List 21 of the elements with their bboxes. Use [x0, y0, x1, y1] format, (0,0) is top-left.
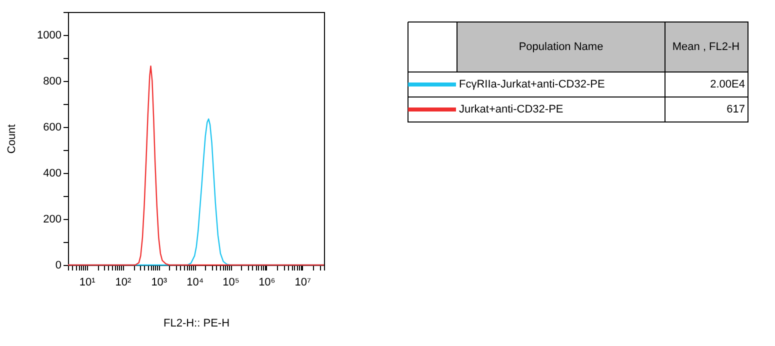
y-tick-label: 200	[43, 214, 62, 226]
legend-label: FcγRIIa-Jurkat+anti-CD32-PE	[459, 78, 605, 90]
y-tick-label: 800	[43, 76, 62, 88]
y-tick-label: 1000	[37, 30, 62, 42]
x-tick-label: 10⁷	[294, 276, 311, 288]
y-axis-title: Count	[6, 124, 18, 154]
x-tick-label: 10⁴	[186, 276, 204, 288]
y-tick-label: 0	[55, 260, 62, 272]
x-tick-label: 10⁶	[258, 276, 276, 288]
text: Mean , FL2-H	[672, 41, 740, 53]
legend-title: Population Name	[518, 41, 604, 53]
x-tick-label: 10⁵	[222, 276, 240, 288]
y-tick-label: 600	[43, 122, 62, 134]
text: 2.00E4	[710, 78, 745, 90]
legend-label: Jurkat+anti-CD32-PE	[459, 104, 564, 116]
text: 617	[726, 104, 745, 116]
y-tick-label: 400	[43, 168, 62, 180]
x-tick-label: 10³	[151, 276, 168, 288]
x-tick-label: 10²	[115, 276, 132, 288]
x-axis-title: FL2-H:: PE-H	[163, 318, 230, 330]
x-tick-label: 10¹	[79, 276, 96, 288]
